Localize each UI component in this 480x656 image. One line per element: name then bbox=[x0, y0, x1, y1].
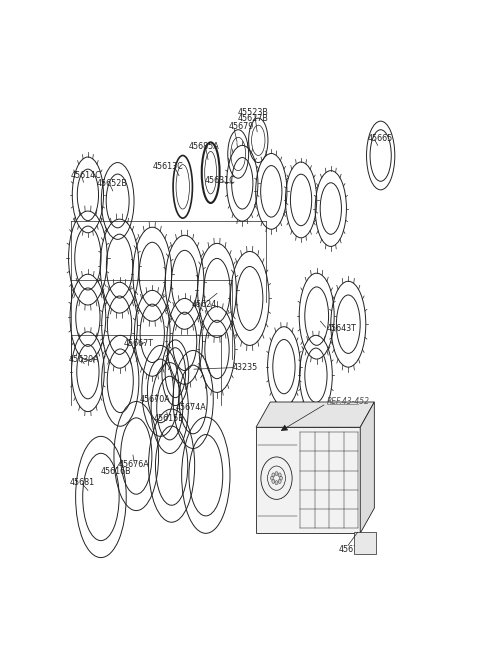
Text: 45670A: 45670A bbox=[140, 395, 170, 404]
Polygon shape bbox=[360, 402, 374, 533]
Circle shape bbox=[278, 480, 281, 483]
Text: 45679: 45679 bbox=[228, 122, 253, 131]
Text: 45624: 45624 bbox=[192, 300, 217, 308]
Circle shape bbox=[278, 473, 281, 477]
Text: 45667T: 45667T bbox=[123, 339, 153, 348]
Circle shape bbox=[275, 481, 278, 485]
Text: REF.43-452: REF.43-452 bbox=[327, 398, 370, 407]
Text: 45523B: 45523B bbox=[238, 108, 269, 117]
Text: 45630A: 45630A bbox=[68, 354, 99, 363]
Text: 45676A: 45676A bbox=[119, 460, 150, 468]
Text: 45616B: 45616B bbox=[100, 467, 131, 476]
Circle shape bbox=[272, 480, 275, 483]
Text: 45615B: 45615B bbox=[154, 414, 184, 422]
Circle shape bbox=[271, 476, 274, 480]
Text: 45631C: 45631C bbox=[204, 176, 235, 185]
Text: 45613C: 45613C bbox=[152, 162, 183, 171]
Circle shape bbox=[272, 473, 275, 477]
Text: 43235: 43235 bbox=[233, 363, 258, 372]
Text: 45685A: 45685A bbox=[188, 142, 219, 151]
Text: 45674A: 45674A bbox=[175, 403, 206, 411]
Text: 45681: 45681 bbox=[69, 478, 95, 487]
Text: 45675A: 45675A bbox=[339, 545, 370, 554]
Text: 45652B: 45652B bbox=[96, 179, 127, 188]
FancyBboxPatch shape bbox=[256, 427, 360, 533]
Text: 45614C: 45614C bbox=[71, 171, 101, 180]
Circle shape bbox=[275, 472, 278, 476]
FancyBboxPatch shape bbox=[353, 532, 376, 554]
Text: 45643T: 45643T bbox=[326, 324, 356, 333]
Text: 45627B: 45627B bbox=[238, 114, 269, 123]
Text: 45665: 45665 bbox=[367, 134, 393, 143]
Polygon shape bbox=[256, 402, 374, 427]
Circle shape bbox=[279, 476, 282, 480]
